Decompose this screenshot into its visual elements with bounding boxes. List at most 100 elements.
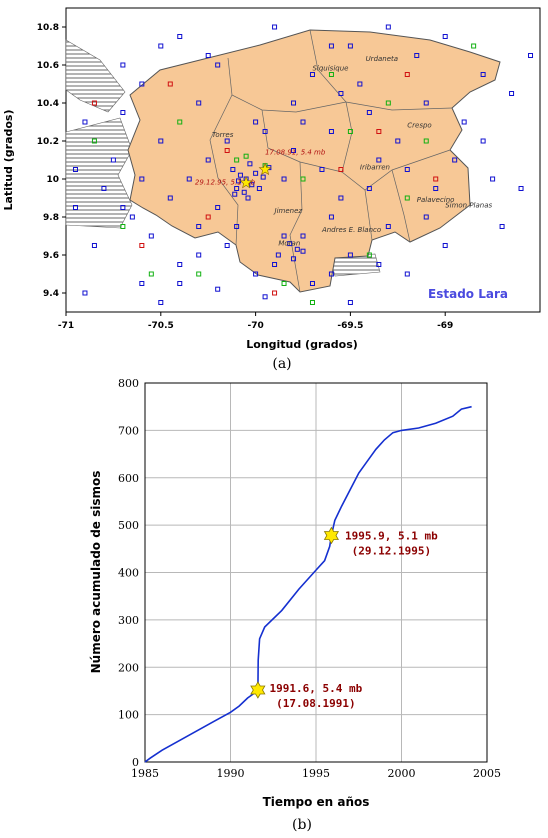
epicenter-point (129, 214, 135, 220)
epicenter-point (167, 195, 173, 201)
map-annotation: 29.12.95, 5.1 mb (195, 179, 256, 187)
epicenter-point (328, 271, 334, 277)
epicenter-point (291, 256, 297, 262)
epicenter-point (234, 224, 240, 229)
epicenter-point (281, 233, 287, 239)
map-x-ticks: -71 -70.5 -70 -69.5 -69 (58, 312, 453, 331)
epicenter-point (101, 186, 107, 191)
caption-a: (a) (272, 356, 291, 372)
caption-b: (b) (292, 817, 312, 833)
event-annotations: 1991.6, 5.4 mb (17.08.1991) 1995.9, 5.1 mb… (270, 530, 439, 710)
map-y-axis-label: Latitud (grados) (2, 109, 15, 210)
epicenter-point (234, 157, 240, 163)
epicenter-point (300, 233, 306, 239)
epicenter-point (452, 157, 458, 163)
epicenter-point (262, 129, 268, 134)
epicenter-point (376, 157, 382, 163)
town-label: Simon Planas (445, 202, 492, 210)
epicenter-points (72, 24, 534, 305)
main-event-star (258, 162, 272, 176)
event-annotation-line2: (17.08.1991) (276, 697, 355, 710)
epicenter-point (528, 53, 534, 58)
epicenter-point (158, 300, 164, 305)
epicenter-point (471, 43, 477, 49)
x-tick-label: -70.5 (148, 321, 174, 331)
town-label: Urdaneta (366, 55, 399, 63)
y-tick-label: 10.8 (37, 23, 59, 33)
epicenter-point (300, 248, 306, 254)
epicenter-point (120, 110, 126, 115)
municipality-boundaries (209, 29, 453, 293)
epicenter-point (91, 138, 97, 144)
epicenter-point (480, 72, 486, 77)
epicenter-point (309, 300, 315, 305)
epicenter-point (253, 170, 259, 176)
main-event-stars (239, 162, 272, 189)
y-tick-label: 10.6 (37, 61, 59, 71)
y-tick-label: 0 (132, 756, 139, 769)
town-label: Crespo (407, 122, 431, 130)
town-label: Palavecino (417, 196, 455, 204)
epicenter-point (385, 100, 391, 106)
epicenter-point (139, 176, 145, 182)
epicenter-point (518, 186, 524, 191)
epicenter-point (300, 176, 306, 182)
epicenter-point (490, 176, 496, 182)
y-tick-label: 300 (118, 614, 139, 627)
chart-y-ticks: 0 100 200 300 400 500 600 700 800 (118, 377, 139, 769)
cumulative-chart: 1985 1990 1995 2000 2005 0 100 200 300 400 500 600… (89, 377, 501, 833)
y-tick-label: 9.8 (43, 213, 59, 223)
epicenter-point (347, 252, 353, 258)
seismicity-map-panel: Siquisique Urdaneta Torres Crespo Iribarren P… (0, 0, 548, 380)
chart-x-axis-label: Tiempo en años (263, 795, 370, 809)
epicenter-point (177, 34, 183, 39)
epicenter-point (291, 100, 297, 106)
x-tick-label: -69.5 (337, 321, 363, 331)
region-label: Estado Lara (428, 287, 508, 301)
epicenter-point (167, 81, 173, 87)
epicenter-point (319, 167, 325, 172)
epicenter-point (309, 72, 315, 77)
epicenter-point (385, 24, 391, 30)
y-tick-label: 100 (118, 709, 139, 722)
epicenter-point (243, 153, 249, 159)
epicenter-point (72, 205, 78, 210)
epicenter-point (395, 138, 401, 144)
y-tick-label: 400 (118, 567, 139, 580)
epicenter-point (309, 281, 315, 286)
event-markers (250, 526, 340, 699)
epicenter-point (480, 138, 486, 144)
town-labels: Siquisique Urdaneta Torres Crespo Iribarren P… (212, 55, 493, 247)
epicenter-point (338, 195, 344, 201)
plot-area-frame (144, 382, 488, 763)
epicenter-point (215, 286, 221, 292)
map-x-axis-label: Longitud (grados) (246, 338, 358, 351)
epicenter-point (234, 186, 240, 191)
epicenter-point (347, 300, 353, 305)
epicenter-point (196, 271, 202, 277)
x-tick-label: -70 (247, 321, 263, 331)
event-marker-star (250, 681, 266, 699)
epicenter-point (328, 214, 334, 220)
epicenter-point (294, 246, 300, 252)
epicenter-point (423, 214, 429, 220)
epicenter-point (253, 119, 259, 125)
epicenter-point (196, 252, 202, 258)
lara-state-outline (127, 29, 501, 293)
y-tick-label: 500 (118, 519, 139, 532)
event-annotation-line1: 1995.9, 5.1 mb (345, 530, 438, 543)
epicenter-point (241, 189, 247, 195)
epicenter-point (230, 167, 236, 172)
epicenter-point (272, 290, 278, 296)
map-annotation: 17.08.91, 5.4 mb (265, 148, 326, 156)
epicenter-point (300, 119, 306, 125)
epicenter-point (260, 174, 266, 180)
epicenter-point (237, 172, 243, 178)
y-tick-label: 800 (118, 377, 139, 390)
epicenter-point (91, 100, 97, 106)
epicenter-point (328, 129, 334, 134)
y-tick-label: 9.4 (43, 289, 59, 299)
epicenter-point (245, 195, 251, 201)
town-label: Moran (278, 240, 300, 248)
main-event-star (239, 175, 253, 189)
